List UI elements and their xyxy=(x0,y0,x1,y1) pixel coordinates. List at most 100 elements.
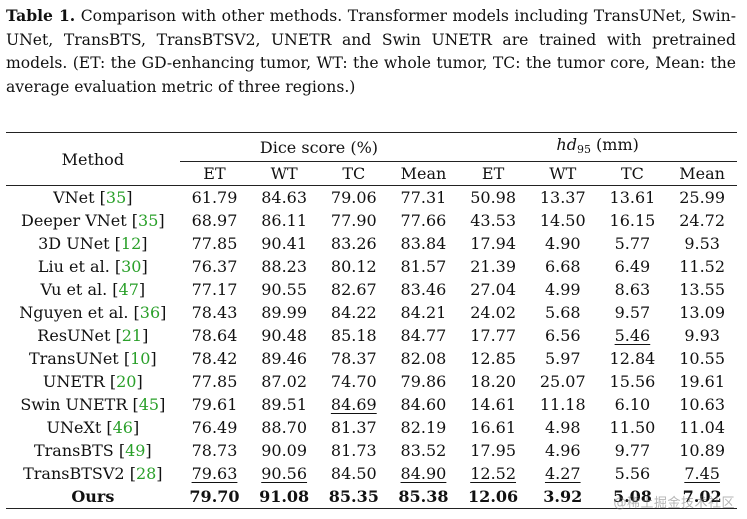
table-row: TransUNet [10] 78.42 89.46 78.37 82.08 12.85 5… xyxy=(6,347,737,370)
caption-label: Table 1. xyxy=(6,6,76,25)
metric-cell: 83.46 xyxy=(400,280,447,299)
table-caption: Table 1. Comparison with other methods. … xyxy=(6,4,736,99)
metric-cell: 14.61 xyxy=(470,395,517,414)
column-header-row: ET WT TC Mean ET WT TC Mean xyxy=(6,162,737,186)
metric-cell: 9.57 xyxy=(614,303,651,322)
metric-cell: 50.98 xyxy=(470,188,517,207)
metric-cell: 17.77 xyxy=(470,326,517,345)
method-name: VNet [35] xyxy=(53,188,133,207)
metric-cell: 10.55 xyxy=(679,349,726,368)
metric-cell: 10.89 xyxy=(679,441,726,460)
metric-cell: 4.98 xyxy=(544,418,581,437)
metric-cell: 89.46 xyxy=(261,349,308,368)
metric-cell: 11.52 xyxy=(679,257,726,276)
method-name: Ours xyxy=(71,487,115,506)
method-name: Liu et al. [30] xyxy=(37,257,148,276)
metric-cell: 7.02 xyxy=(682,487,722,506)
metric-cell: 78.64 xyxy=(191,326,238,345)
metric-cell: 89.99 xyxy=(261,303,308,322)
citation-link[interactable]: 28 xyxy=(135,464,157,483)
metric-cell: 82.08 xyxy=(400,349,447,368)
watermark: @稀土掘金技术社区 xyxy=(613,496,735,511)
metric-cell: 84.21 xyxy=(400,303,447,322)
metric-cell: 11.50 xyxy=(609,418,656,437)
dice-mean-header: Mean xyxy=(400,164,447,183)
metric-cell: 82.19 xyxy=(400,418,447,437)
citation-link[interactable]: 12 xyxy=(120,234,142,253)
metric-cell: 18.20 xyxy=(470,372,517,391)
table-row: TransBTS [49] 78.73 90.09 81.73 83.52 17.95 4.… xyxy=(6,439,737,462)
metric-cell: 87.02 xyxy=(261,372,308,391)
citation-link[interactable]: 45 xyxy=(138,395,160,414)
metric-cell: 76.37 xyxy=(191,257,238,276)
metric-cell: 17.95 xyxy=(470,441,517,460)
comparison-table: Method Dice score (%) hd95 (mm) ET WT TC Me… xyxy=(6,132,737,509)
citation-link[interactable]: 35 xyxy=(105,188,127,207)
metric-cell: 83.52 xyxy=(400,441,447,460)
metric-cell: 12.84 xyxy=(609,349,656,368)
metric-cell: 4.99 xyxy=(544,280,581,299)
method-name: Vu et al. [47] xyxy=(40,280,146,299)
table-row: Vu et al. [47] 77.17 90.55 82.67 83.46 27.04 4… xyxy=(6,278,737,301)
table-row: Liu et al. [30] 76.37 88.23 80.12 81.57 21.39… xyxy=(6,255,737,278)
metric-cell: 6.68 xyxy=(544,257,581,276)
metric-cell: 6.10 xyxy=(614,395,651,414)
metric-cell: 8.63 xyxy=(614,280,651,299)
metric-cell: 83.26 xyxy=(330,234,377,253)
metric-cell: 77.17 xyxy=(191,280,238,299)
table-row: ResUNet [21] 78.64 90.48 85.18 84.77 17.77 6.5… xyxy=(6,324,737,347)
metric-cell: 17.94 xyxy=(470,234,517,253)
metric-cell: 83.84 xyxy=(400,234,447,253)
metric-cell: 5.77 xyxy=(614,234,651,253)
metric-cell: 16.15 xyxy=(609,211,656,230)
method-name: TransBTS [49] xyxy=(33,441,152,460)
metric-cell: 90.48 xyxy=(261,326,308,345)
citation-link[interactable]: 35 xyxy=(138,211,159,230)
table-body: VNet [35] 61.79 84.63 79.06 77.31 50.98 13.37 1… xyxy=(6,186,737,509)
metric-cell: 84.50 xyxy=(330,464,377,483)
metric-cell: 77.85 xyxy=(191,234,238,253)
metric-cell: 27.04 xyxy=(470,280,517,299)
metric-cell: 79.61 xyxy=(191,395,238,414)
table-row: VNet [35] 61.79 84.63 79.06 77.31 50.98 13.37 1… xyxy=(6,186,737,210)
metric-cell: 68.97 xyxy=(191,211,238,230)
citation-link[interactable]: 36 xyxy=(139,303,161,322)
citation-link[interactable]: 21 xyxy=(121,326,143,345)
metric-cell: 15.56 xyxy=(609,372,656,391)
metric-cell: 80.12 xyxy=(330,257,377,276)
hd95-tc-header: TC xyxy=(620,164,644,183)
hd95-header: hd95 (mm) xyxy=(458,132,737,162)
citation-link[interactable]: 10 xyxy=(130,349,151,368)
metric-cell: 7.45 xyxy=(684,464,720,483)
citation-link[interactable]: 47 xyxy=(118,280,139,299)
metric-cell: 12.85 xyxy=(470,349,517,368)
metric-cell: 84.60 xyxy=(400,395,447,414)
metric-cell: 3.92 xyxy=(543,487,583,506)
metric-cell: 24.72 xyxy=(679,211,726,230)
table-row: Ours 79.70 91.08 85.35 85.38 12.06 3.92 5.08 7.0… xyxy=(6,485,737,509)
metric-cell: 19.61 xyxy=(679,372,726,391)
hd95-mean-header: Mean xyxy=(679,164,725,183)
table-row: Deeper VNet [35] 68.97 86.11 77.90 77.66 43.5… xyxy=(6,209,737,232)
metric-cell: 79.70 xyxy=(189,487,240,506)
metric-cell: 77.85 xyxy=(191,372,238,391)
table-row: 3D UNet [12] 77.85 90.41 83.26 83.84 17.94 4.9… xyxy=(6,232,737,255)
metric-cell: 84.63 xyxy=(261,188,308,207)
method-header: Method xyxy=(6,132,180,186)
metric-cell: 12.52 xyxy=(470,464,517,483)
method-name: Swin UNETR [45] xyxy=(20,395,166,414)
metric-cell: 5.08 xyxy=(612,487,652,506)
metric-cell: 88.23 xyxy=(261,257,308,276)
citation-link[interactable]: 30 xyxy=(121,257,142,276)
metric-cell: 77.31 xyxy=(400,188,447,207)
metric-cell: 12.06 xyxy=(468,487,519,506)
citation-link[interactable]: 49 xyxy=(125,441,146,460)
citation-link[interactable]: 20 xyxy=(116,372,137,391)
table-row: TransBTSV2 [28] 79.63 90.56 84.50 84.90 12.52… xyxy=(6,462,737,485)
citation-link[interactable]: 46 xyxy=(112,418,133,437)
metric-cell: 85.35 xyxy=(328,487,379,506)
metric-cell: 6.49 xyxy=(614,257,651,276)
metric-cell: 6.56 xyxy=(544,326,581,345)
method-name: UNeXt [46] xyxy=(46,418,140,437)
metric-cell: 21.39 xyxy=(470,257,517,276)
